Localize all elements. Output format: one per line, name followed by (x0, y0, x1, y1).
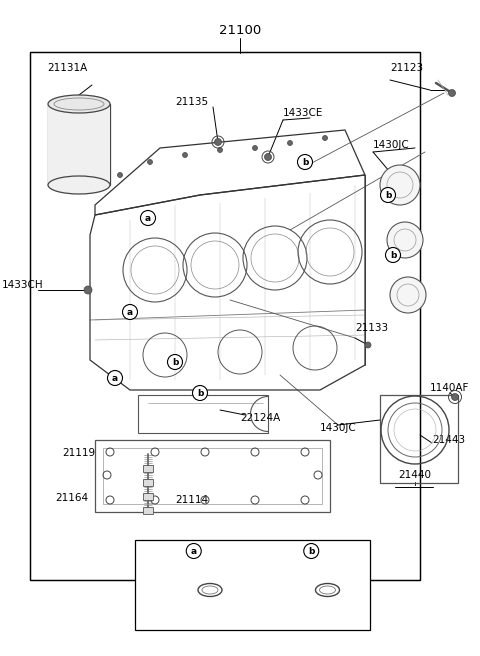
Circle shape (186, 544, 201, 558)
Bar (95, 440, 330, 512)
Circle shape (264, 154, 272, 161)
Circle shape (108, 371, 122, 386)
Circle shape (217, 148, 223, 152)
Text: a: a (127, 308, 133, 317)
Circle shape (288, 140, 292, 146)
Text: 21119: 21119 (62, 448, 95, 458)
Circle shape (182, 152, 188, 157)
Text: 1573GF: 1573GF (143, 585, 183, 595)
Text: a: a (191, 547, 197, 556)
Bar (143, 507, 153, 514)
Text: 1573JB: 1573JB (143, 568, 180, 578)
Circle shape (252, 146, 257, 150)
Text: 1430JC: 1430JC (320, 423, 357, 433)
Text: b: b (308, 547, 314, 556)
Text: 1430JC: 1430JC (373, 140, 410, 150)
Circle shape (385, 247, 400, 262)
Text: 21314A: 21314A (261, 602, 301, 612)
Text: 21164: 21164 (55, 493, 88, 503)
Bar (143, 493, 153, 500)
Text: 21123: 21123 (390, 63, 423, 73)
Bar (135, 540, 370, 630)
Circle shape (380, 165, 420, 205)
Bar (30, 52, 420, 580)
Text: 21133: 21133 (355, 323, 388, 333)
Text: 1433CE: 1433CE (283, 108, 324, 118)
Circle shape (448, 89, 456, 96)
Text: 21443: 21443 (432, 435, 465, 445)
Circle shape (452, 394, 458, 401)
Ellipse shape (48, 176, 110, 194)
Text: 21114: 21114 (175, 495, 208, 505)
Text: 1573CG: 1573CG (261, 568, 302, 578)
Bar (30, 52, 420, 580)
Text: b: b (172, 358, 178, 367)
Text: 21100: 21100 (219, 24, 261, 37)
Circle shape (147, 159, 153, 165)
Ellipse shape (198, 583, 222, 596)
Circle shape (215, 138, 221, 146)
Text: 21135: 21135 (175, 97, 208, 107)
Text: 1433CH: 1433CH (2, 280, 44, 290)
Bar (138, 395, 268, 433)
Circle shape (298, 155, 312, 169)
Bar (380, 395, 458, 483)
Circle shape (141, 211, 156, 226)
Text: 22124A: 22124A (240, 413, 280, 423)
Circle shape (304, 544, 319, 558)
Text: b: b (302, 158, 308, 167)
Text: b: b (385, 191, 391, 200)
Text: 1140AF: 1140AF (430, 383, 469, 393)
Circle shape (390, 277, 426, 313)
Circle shape (118, 173, 122, 178)
Circle shape (192, 386, 207, 401)
Bar (48, 104, 110, 185)
Circle shape (323, 136, 327, 140)
Circle shape (168, 354, 182, 369)
Text: b: b (390, 251, 396, 260)
Text: 21713A: 21713A (143, 602, 183, 612)
Text: 21440: 21440 (398, 470, 431, 480)
Text: a: a (145, 214, 151, 223)
Bar (103, 448, 322, 504)
Bar (143, 479, 153, 486)
Circle shape (381, 188, 396, 203)
Circle shape (122, 304, 137, 319)
Circle shape (365, 342, 371, 348)
Ellipse shape (315, 583, 339, 596)
Text: 1573JK: 1573JK (261, 585, 297, 595)
Circle shape (84, 286, 92, 294)
Text: a: a (112, 374, 118, 383)
Bar (143, 465, 153, 472)
Text: b: b (197, 389, 203, 398)
Circle shape (387, 222, 423, 258)
Text: 21131A: 21131A (47, 63, 87, 73)
Ellipse shape (48, 95, 110, 113)
